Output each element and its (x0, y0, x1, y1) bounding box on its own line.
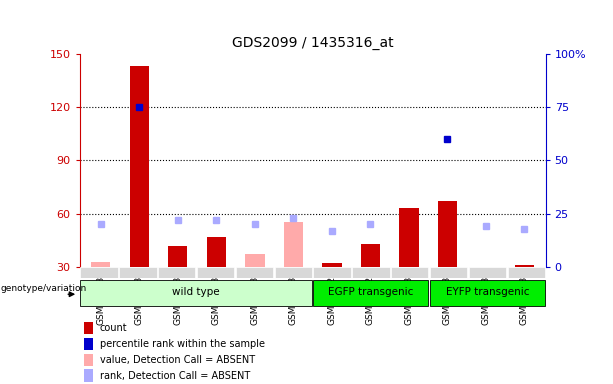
Bar (391, 267, 428, 278)
Text: EGFP transgenic: EGFP transgenic (328, 287, 414, 297)
Bar (80, 267, 118, 278)
Bar (275, 267, 312, 278)
Text: wild type: wild type (172, 287, 220, 297)
Bar (130, 66, 149, 267)
Bar (207, 237, 226, 267)
Bar (508, 267, 545, 278)
Title: GDS2099 / 1435316_at: GDS2099 / 1435316_at (232, 36, 394, 50)
Bar (469, 267, 506, 278)
Bar (361, 244, 380, 267)
Bar (91, 262, 110, 267)
Bar (399, 208, 419, 267)
Bar (515, 265, 534, 267)
Bar (313, 280, 428, 306)
Text: percentile rank within the sample: percentile rank within the sample (100, 339, 265, 349)
Bar (322, 263, 341, 267)
Bar (284, 222, 303, 267)
Bar (197, 267, 234, 278)
Text: value, Detection Call = ABSENT: value, Detection Call = ABSENT (100, 355, 255, 365)
Bar (352, 267, 389, 278)
Bar (168, 246, 188, 267)
Bar (313, 267, 351, 278)
Text: genotype/variation: genotype/variation (1, 284, 87, 293)
Bar (85, 338, 93, 350)
Bar (158, 267, 196, 278)
Bar (80, 280, 312, 306)
Bar (438, 201, 457, 267)
Bar (85, 369, 93, 382)
Text: EYFP transgenic: EYFP transgenic (446, 287, 529, 297)
Bar (120, 267, 156, 278)
Bar (430, 280, 545, 306)
Bar (236, 267, 273, 278)
Bar (85, 322, 93, 334)
Bar (430, 267, 467, 278)
Text: rank, Detection Call = ABSENT: rank, Detection Call = ABSENT (100, 371, 250, 381)
Bar (85, 354, 93, 366)
Text: count: count (100, 323, 128, 333)
Bar (245, 255, 264, 267)
